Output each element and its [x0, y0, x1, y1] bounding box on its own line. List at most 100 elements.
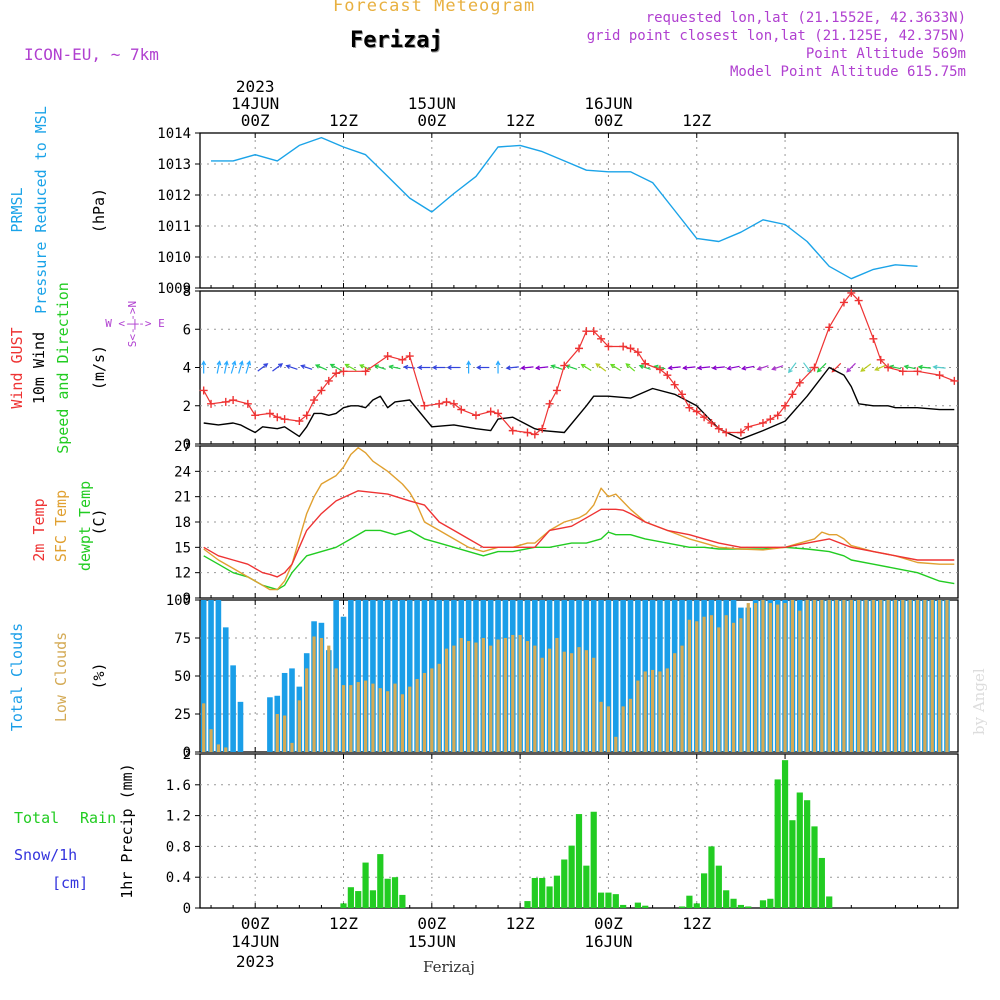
total-clouds-bar: [370, 600, 376, 752]
total-clouds-bar: [362, 600, 369, 752]
low-clouds-bar: [202, 703, 206, 752]
top-time-label: 00Z: [417, 111, 446, 130]
y-tick-label: 1.2: [166, 809, 191, 825]
precip-bar: [605, 892, 612, 908]
y-axis-label: (%): [90, 662, 108, 689]
wind-gust-marker: [700, 413, 709, 422]
precip-bar: [340, 903, 347, 908]
low-clouds-bar: [216, 744, 220, 752]
y-tick-label: 1010: [157, 250, 191, 266]
wind-arrow-shaft: [595, 363, 607, 372]
low-clouds-bar: [599, 701, 603, 752]
total-clouds-bar: [289, 668, 295, 752]
total-clouds-bar: [392, 600, 398, 752]
wind-gust-marker: [494, 409, 503, 418]
wind-arrow-shaft: [230, 361, 236, 374]
wind-series: [199, 288, 959, 440]
wind-arrow-head: [373, 364, 379, 370]
y-tick-label: 27: [174, 439, 191, 455]
precip-bar: [737, 904, 745, 908]
wind-gust-marker: [670, 380, 679, 389]
wind-gust-marker: [707, 418, 716, 427]
wind-gust-marker: [795, 378, 804, 387]
wind-arrow-shaft: [286, 365, 298, 370]
wind-arrow-head: [711, 365, 717, 371]
precip-bar: [715, 865, 722, 908]
precip-bar: [642, 905, 649, 908]
low-clouds-bar: [444, 648, 449, 752]
precip-bar: [568, 845, 575, 908]
wind-arrow-head: [595, 363, 601, 368]
wind-gust-marker: [781, 401, 790, 410]
precip-bar: [355, 891, 362, 908]
precip-bar: [804, 800, 811, 908]
low-clouds-bar: [908, 600, 912, 752]
low-clouds-bar: [562, 651, 566, 752]
wind-arrow-head: [300, 364, 306, 370]
low-clouds-bar: [356, 682, 360, 752]
y-tick-label: 8: [183, 284, 191, 300]
wind-arrow-shaft: [272, 363, 283, 372]
top-time-label: 12Z: [682, 111, 711, 130]
wind-arrow-shaft: [803, 362, 812, 373]
wind-arrow-head: [756, 365, 762, 371]
precip-bar: [774, 779, 781, 908]
low-clouds-bar: [489, 645, 493, 752]
low-clouds-bar: [857, 600, 861, 752]
wind-gust-marker: [839, 298, 848, 307]
wind-gust-marker: [243, 399, 252, 408]
precip-bar: [745, 906, 752, 908]
wind-arrow-head: [682, 365, 688, 371]
wind-arrow-head: [874, 366, 880, 371]
bottom-time-label: 00Z: [594, 914, 623, 933]
low-clouds-bar: [864, 600, 868, 752]
precip-bar: [678, 906, 686, 908]
precip-bar: [369, 890, 377, 908]
low-clouds-bar: [945, 600, 949, 752]
wind-arrow-shaft: [817, 362, 827, 373]
bottom-time-label: 12Z: [506, 914, 535, 933]
bottom-time-label: 12Z: [329, 914, 358, 933]
wind-gust-marker: [626, 344, 635, 353]
compass-sn: S<-|->N: [126, 301, 139, 347]
total-clouds-bar: [627, 600, 634, 752]
total-clouds-bar: [635, 600, 641, 752]
wind-gust-marker: [449, 399, 458, 408]
y-tick-label: 25: [174, 707, 191, 723]
wind-gust-marker: [685, 403, 694, 412]
wind-gust-marker: [589, 327, 598, 336]
wind-gust-marker: [744, 422, 753, 431]
y-tick-label: 2: [183, 747, 191, 763]
wind-gust-marker: [339, 367, 348, 376]
wind-arrow-shaft: [668, 366, 681, 369]
wind-gust-marker: [641, 359, 650, 368]
wind-gust-marker: [265, 409, 274, 418]
clouds-bars: [200, 600, 950, 752]
precip-bar: [612, 894, 619, 908]
precip-bar: [693, 903, 700, 908]
wind-arrow-head: [932, 364, 938, 370]
low-clouds-bar: [673, 653, 677, 752]
low-clouds-bar: [555, 638, 559, 752]
wind-gust-marker: [869, 334, 878, 343]
wind-gust-marker: [229, 396, 238, 405]
wind-arrow-head: [625, 363, 631, 368]
low-clouds-bar: [341, 685, 346, 752]
top-year-label: 2023: [236, 77, 275, 96]
low-clouds-bar: [437, 663, 441, 752]
wind-arrow-head: [403, 364, 409, 370]
wind-arrow-head: [285, 364, 291, 370]
wind-gust-marker: [692, 407, 701, 416]
wind-arrow-shaft: [551, 365, 563, 370]
wind-arrow-head: [816, 367, 822, 373]
precip-bar: [561, 859, 568, 908]
precip-bar: [391, 877, 399, 908]
wind-gust-marker: [898, 367, 907, 376]
low-clouds-bar: [879, 600, 883, 752]
low-clouds-bar: [717, 627, 721, 752]
low-clouds-bar: [511, 634, 515, 752]
low-clouds-bar: [275, 714, 279, 752]
wind-gust-marker: [950, 376, 959, 385]
bottom-time-label: 12Z: [682, 914, 711, 933]
wind-gust-marker: [273, 413, 282, 422]
